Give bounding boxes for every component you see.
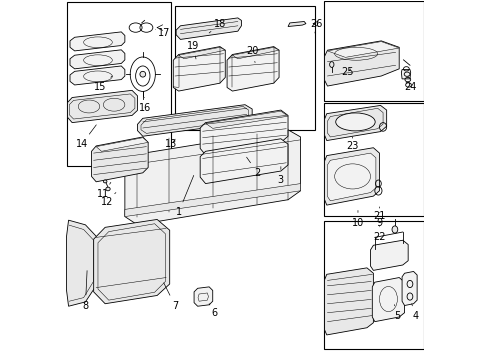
Text: 18: 18	[209, 19, 226, 33]
Text: 19: 19	[187, 41, 199, 59]
Polygon shape	[68, 90, 137, 123]
Polygon shape	[324, 268, 373, 335]
Text: 17: 17	[155, 28, 171, 38]
Text: 5: 5	[394, 305, 400, 321]
Text: 21: 21	[373, 207, 386, 221]
Polygon shape	[125, 130, 300, 225]
Text: 4: 4	[412, 304, 418, 321]
Bar	[324, 221, 423, 348]
Bar	[324, 1, 423, 101]
Text: 24: 24	[404, 76, 416, 92]
Text: 6: 6	[209, 304, 218, 318]
Polygon shape	[288, 22, 306, 27]
Polygon shape	[92, 137, 148, 182]
Polygon shape	[96, 138, 148, 151]
Ellipse shape	[103, 180, 107, 183]
Ellipse shape	[392, 226, 398, 233]
Polygon shape	[67, 220, 97, 306]
Polygon shape	[401, 69, 411, 79]
Text: 13: 13	[165, 139, 177, 149]
Text: 1: 1	[175, 175, 194, 217]
Polygon shape	[179, 47, 225, 59]
Polygon shape	[94, 220, 170, 304]
Bar	[68, 3, 172, 166]
Polygon shape	[327, 41, 399, 57]
Text: 2: 2	[246, 157, 261, 178]
Polygon shape	[232, 47, 279, 59]
Polygon shape	[372, 278, 405, 321]
Polygon shape	[227, 46, 279, 91]
Polygon shape	[70, 32, 125, 51]
Polygon shape	[324, 41, 399, 86]
Polygon shape	[70, 50, 125, 69]
Text: 9: 9	[376, 212, 383, 228]
Polygon shape	[200, 139, 288, 184]
Polygon shape	[200, 110, 288, 155]
Text: 16: 16	[139, 98, 151, 113]
Polygon shape	[173, 46, 225, 91]
Polygon shape	[324, 105, 387, 140]
Polygon shape	[205, 111, 288, 129]
Polygon shape	[370, 240, 408, 270]
Polygon shape	[327, 153, 376, 201]
Text: 26: 26	[311, 19, 323, 33]
Bar	[324, 103, 423, 216]
Text: 3: 3	[278, 167, 284, 185]
Text: 11: 11	[97, 183, 111, 199]
Text: 23: 23	[346, 137, 359, 151]
Polygon shape	[324, 148, 379, 205]
Text: 25: 25	[341, 67, 353, 77]
Text: 7: 7	[164, 283, 178, 311]
Text: 8: 8	[82, 271, 89, 311]
Ellipse shape	[336, 113, 375, 131]
Polygon shape	[125, 184, 300, 217]
Ellipse shape	[140, 71, 146, 77]
Text: 15: 15	[94, 76, 112, 92]
Polygon shape	[137, 105, 252, 136]
Text: 22: 22	[373, 226, 386, 242]
Text: 10: 10	[352, 211, 364, 228]
Polygon shape	[70, 66, 125, 85]
Text: 20: 20	[246, 46, 258, 63]
Text: 12: 12	[101, 193, 116, 207]
Text: 14: 14	[76, 125, 97, 149]
Polygon shape	[402, 271, 417, 306]
Polygon shape	[194, 287, 213, 306]
Polygon shape	[176, 18, 242, 40]
Bar	[175, 6, 315, 130]
Ellipse shape	[106, 187, 110, 191]
